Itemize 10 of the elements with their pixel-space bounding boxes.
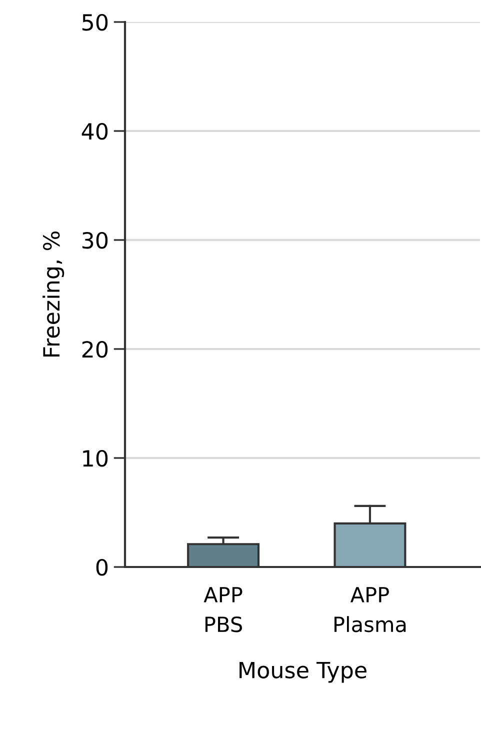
x-axis-title: Mouse Type xyxy=(240,662,366,683)
y-tick-label: 50 xyxy=(82,14,108,31)
x-tick-label: APP PBS xyxy=(204,587,242,632)
y-tick-label: 10 xyxy=(83,450,108,467)
y-tick-label: 0 xyxy=(96,558,108,576)
y-tick-label: 20 xyxy=(82,340,108,358)
y-tick-label: 30 xyxy=(82,232,108,249)
x-tick-label: APP Plasma xyxy=(334,587,406,632)
y-axis-title: Freezing, % xyxy=(42,232,64,357)
y-tick-label: 40 xyxy=(82,122,108,140)
